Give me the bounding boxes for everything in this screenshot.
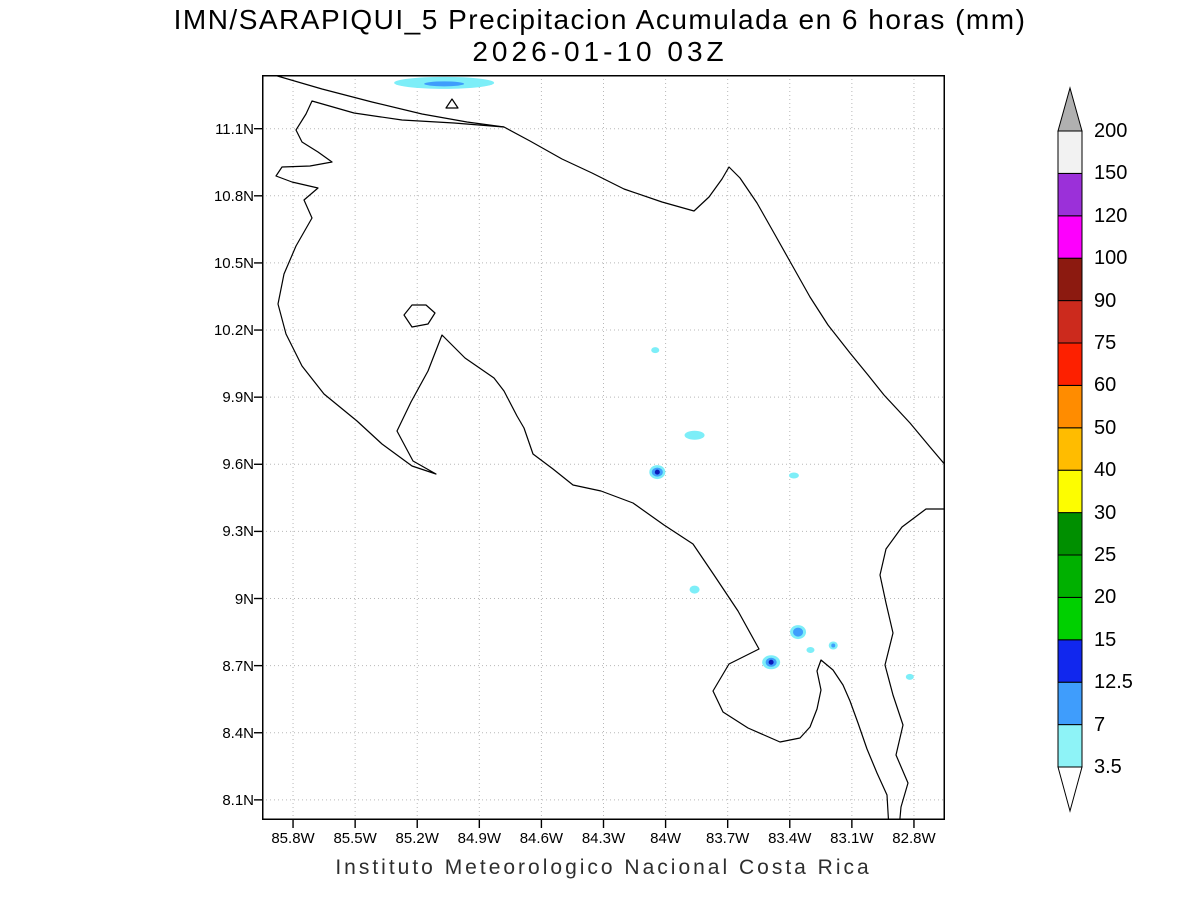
colorbar-segment bbox=[1057, 512, 1083, 556]
colorbar-level-label: 90 bbox=[1094, 289, 1117, 312]
colorbar-level-label: 20 bbox=[1094, 586, 1117, 609]
figure-subtitle-datetime: 2026-01-10 03Z bbox=[472, 36, 728, 67]
precip-blob bbox=[806, 646, 815, 653]
y-axis-label: 8.7N bbox=[222, 657, 254, 675]
precip-blob bbox=[793, 627, 804, 637]
colorbar-level-label: 75 bbox=[1094, 332, 1117, 354]
lake-nicaragua-shore bbox=[273, 75, 505, 128]
y-axis-label: 8.1N bbox=[222, 791, 254, 809]
y-axis-label: 10.2N bbox=[213, 322, 254, 340]
colorbar-level-label: 200 bbox=[1094, 120, 1128, 142]
colorbar-level-label: 150 bbox=[1094, 162, 1128, 185]
colorbar-level-label: 100 bbox=[1094, 247, 1128, 270]
colorbar-level-label: 25 bbox=[1094, 544, 1117, 566]
colorbar-segment bbox=[1057, 681, 1083, 726]
figure-footer: Instituto Meteorologico Nacional Costa R… bbox=[335, 856, 872, 879]
precip-blob bbox=[424, 81, 465, 87]
precip-blob bbox=[831, 643, 836, 648]
colorbar-segment bbox=[1057, 257, 1083, 302]
y-axis-label: 9.9N bbox=[222, 389, 254, 407]
colorbar-segment bbox=[1057, 384, 1083, 429]
coastlines bbox=[273, 75, 945, 820]
precip-blob bbox=[689, 585, 700, 594]
x-axis-label: 84.6W bbox=[519, 830, 564, 847]
colorbar-level-label: 7 bbox=[1094, 713, 1106, 736]
x-axis-label: 85.8W bbox=[271, 830, 315, 847]
colorbar-level-label: 60 bbox=[1094, 374, 1117, 397]
colorbar-segment bbox=[1057, 172, 1083, 217]
colorbar-segment bbox=[1057, 469, 1083, 514]
colorbar-bar bbox=[1057, 86, 1083, 813]
colorbar-segment bbox=[1057, 427, 1083, 471]
precip-blob bbox=[788, 472, 799, 479]
precipitation-shading bbox=[394, 76, 914, 680]
x-axis-label: 83.7W bbox=[705, 830, 750, 847]
colorbar-below-triangle bbox=[1057, 766, 1083, 813]
precip-blob bbox=[905, 673, 914, 680]
inland-lake bbox=[403, 304, 436, 328]
y-axis-label: 10.5N bbox=[213, 254, 254, 272]
colorbar-segment bbox=[1057, 596, 1083, 641]
colorbar-level-label: 3.5 bbox=[1094, 756, 1122, 778]
colorbar-level-label: 50 bbox=[1094, 416, 1117, 439]
precip-blob bbox=[684, 430, 705, 440]
map-plot-area bbox=[254, 75, 945, 828]
colorbar-segment bbox=[1057, 554, 1083, 598]
colorbar-level-label: 120 bbox=[1094, 204, 1128, 227]
y-axis-label: 9.6N bbox=[222, 456, 254, 474]
x-axis-label: 83.4W bbox=[768, 830, 812, 847]
lake-island bbox=[445, 98, 459, 109]
y-axis-label: 9.3N bbox=[222, 523, 254, 541]
precip-blob bbox=[768, 659, 774, 665]
y-axis-label: 9N bbox=[234, 590, 254, 608]
colorbar-level-label: 12.5 bbox=[1094, 671, 1133, 694]
x-axis-label: 84.3W bbox=[581, 830, 626, 847]
axis-ticks bbox=[254, 127, 915, 828]
x-axis-label: 82.8W bbox=[892, 830, 936, 847]
x-axis-label: 85.5W bbox=[333, 830, 377, 847]
map-frame bbox=[262, 75, 945, 820]
colorbar-segment bbox=[1057, 215, 1083, 259]
x-axis-label: 83.1W bbox=[830, 830, 874, 847]
y-axis-label: 8.4N bbox=[222, 724, 254, 742]
colorbar-segment bbox=[1057, 342, 1083, 386]
colorbar-segment bbox=[1057, 639, 1083, 683]
colorbar-above-triangle bbox=[1057, 86, 1083, 132]
precip-blob bbox=[654, 469, 660, 475]
x-axis-label: 84W bbox=[650, 830, 681, 847]
costa-rica-coastline bbox=[275, 100, 945, 820]
figure-title: IMN/SARAPIQUI_5 Precipitacion Acumulada … bbox=[173, 4, 1027, 35]
x-axis-label: 85.2W bbox=[395, 830, 439, 847]
precip-blob bbox=[651, 347, 660, 354]
y-axis-label: 11.1N bbox=[215, 120, 254, 138]
y-axis-label: 10.8N bbox=[213, 187, 254, 205]
colorbar-segment bbox=[1057, 130, 1083, 174]
colorbar-level-label: 30 bbox=[1094, 501, 1117, 524]
colorbar-legend: 200 150 120 100 90 75 60 50 40 30 25 20 15 12.5 7 3.5 bbox=[1054, 82, 1200, 852]
grid-lines bbox=[262, 75, 945, 820]
colorbar-level-label: 15 bbox=[1094, 628, 1117, 651]
colorbar-segment bbox=[1057, 724, 1083, 768]
x-axis-label: 84.9W bbox=[457, 830, 501, 847]
colorbar-level-label: 40 bbox=[1094, 459, 1117, 482]
colorbar-segment bbox=[1057, 300, 1083, 344]
